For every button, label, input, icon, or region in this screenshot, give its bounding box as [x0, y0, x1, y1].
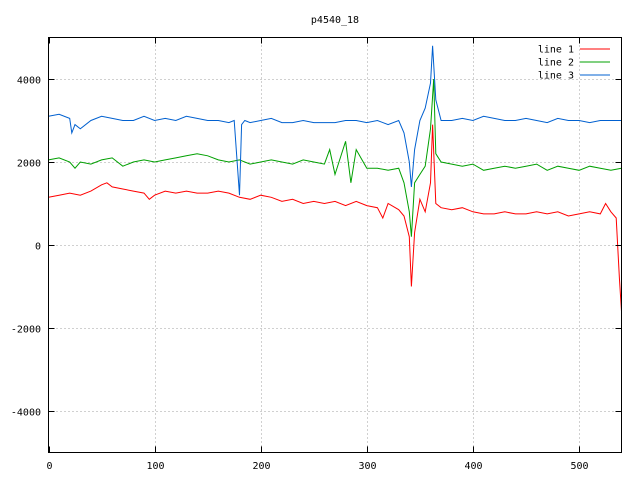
y-tick-label: 4000 — [17, 76, 41, 87]
legend-label: line 3 — [538, 71, 574, 82]
y-tick-label: -4000 — [11, 408, 41, 419]
plot-frame — [48, 37, 622, 453]
x-tick-label: 300 — [358, 461, 376, 472]
x-tick-label: 0 — [46, 461, 52, 472]
y-tick-label: 0 — [35, 242, 41, 253]
axes: 0 100 200 300 400 500 -4000 -2000 0 2000 4000 — [11, 37, 622, 472]
x-tick-label: 100 — [146, 461, 164, 472]
y-tick-label: 2000 — [17, 159, 41, 170]
series-line-3 — [48, 45, 622, 196]
series-line-1 — [48, 124, 622, 312]
series-group — [48, 45, 622, 312]
legend-label: line 2 — [538, 58, 574, 69]
series-line-2 — [48, 78, 622, 237]
x-tick-label: 200 — [252, 461, 270, 472]
grid — [48, 37, 622, 453]
legend-label: line 1 — [538, 45, 574, 56]
x-tick-label: 500 — [570, 461, 588, 472]
x-tick-label: 400 — [464, 461, 482, 472]
y-tick-label: -2000 — [11, 325, 41, 336]
chart-title: p4540_18 — [311, 15, 359, 26]
legend: line 1 line 2 line 3 — [538, 45, 610, 82]
